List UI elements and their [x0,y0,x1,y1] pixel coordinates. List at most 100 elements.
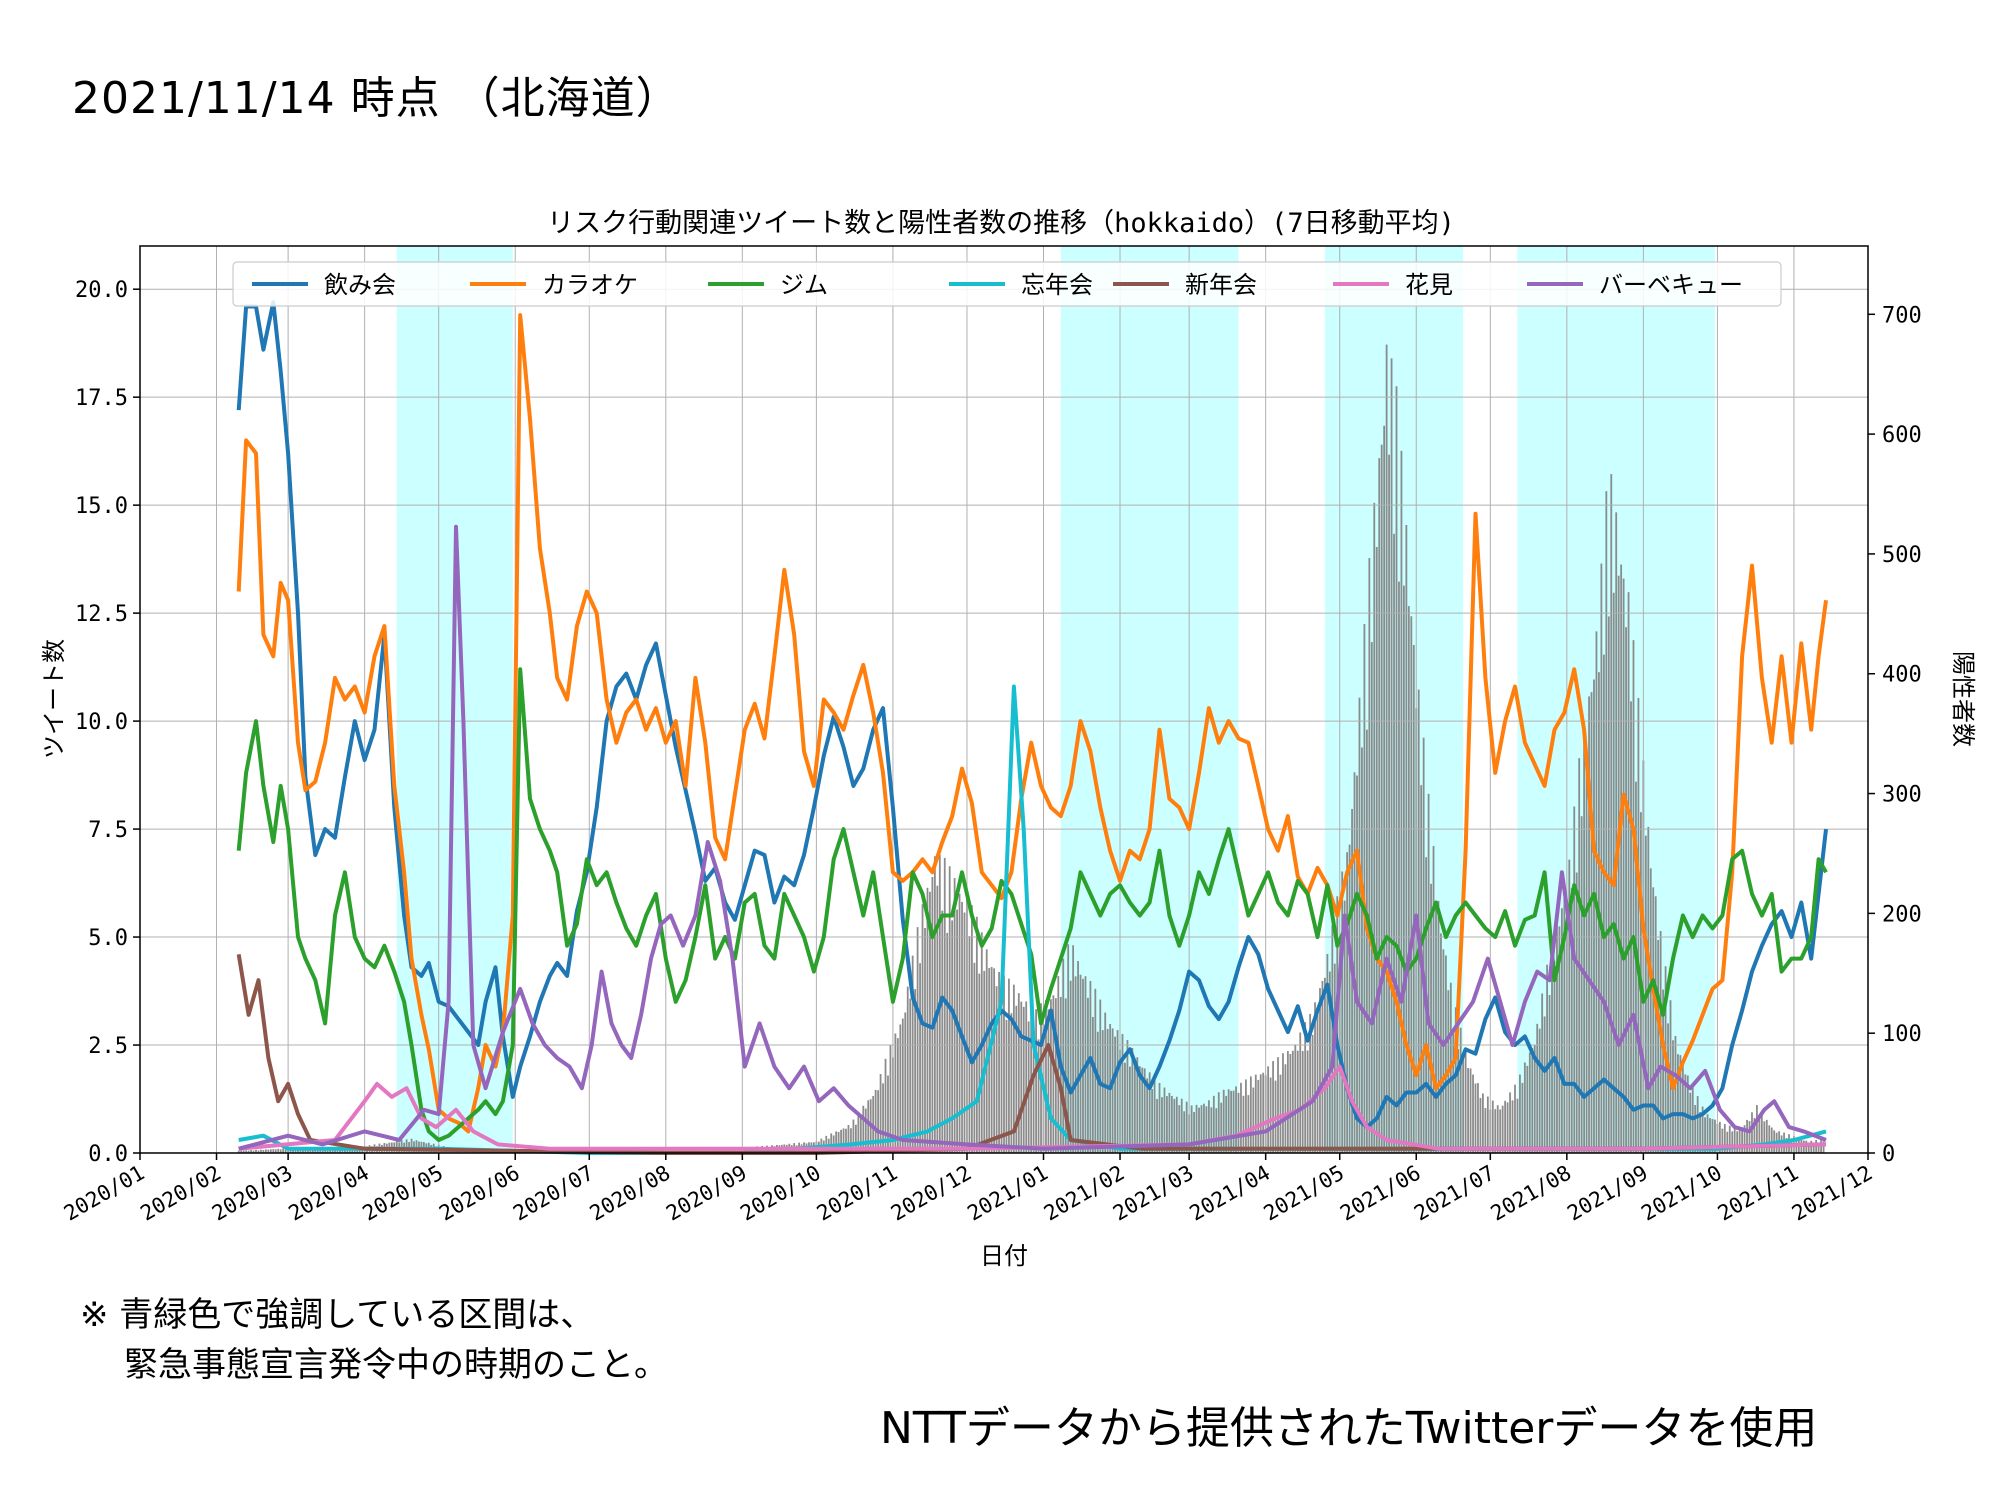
positives-bar [1331,925,1334,1153]
positives-bar [1511,1100,1514,1153]
positives-bar [1227,1089,1230,1153]
positives-bar [1348,844,1351,1153]
positives-bar [1521,1082,1524,1153]
positives-bar [1583,722,1586,1153]
positives-bar [1272,1061,1274,1153]
positives-bar [311,1148,314,1153]
positives-bar [1356,775,1358,1153]
positives-bar [1482,1093,1484,1153]
positives-bar [1536,1023,1539,1153]
legend-box [232,261,1782,307]
positives-bar [1341,871,1344,1153]
positives-bar [1748,1121,1751,1153]
positives-bar [1484,1108,1487,1153]
positives-bar [1232,1090,1235,1153]
positives-bar [1217,1092,1220,1153]
positives-bar [842,1128,845,1153]
positives-bar [963,912,966,1153]
positives-bar [1689,1092,1692,1153]
positives-bar [1294,1044,1297,1153]
positives-bar [1032,1036,1035,1153]
source-credit: NTTデータから提供されたTwitterデータを使用 [880,1403,1818,1454]
y2-tick-label: 700 [1882,303,1922,328]
positives-bar [887,1075,889,1153]
positives-bar [1674,1035,1677,1153]
positives-bar [862,1105,865,1153]
positives-bar [1753,1118,1756,1153]
positives-bar [1133,1065,1136,1153]
positives-bar [1096,1031,1099,1153]
positives-bar [714,1148,717,1153]
positives-bar [1284,1064,1287,1153]
positives-bar [1810,1140,1813,1153]
positives-bar [1526,1065,1529,1153]
positives-bar [1099,999,1102,1153]
positives-bar [926,887,929,1153]
positives-bar [1556,921,1558,1153]
positives-bar [1731,1131,1734,1153]
positives-bar [731,1148,734,1153]
positives-bar [1607,616,1610,1153]
positives-bar [1203,1103,1205,1153]
positives-bar [1037,1039,1040,1153]
positives-bar [983,970,986,1153]
positives-bar [1180,1098,1183,1153]
positives-bar [877,1090,880,1153]
positives-bar [250,1150,252,1153]
positives-bar [1605,491,1608,1153]
positives-bar [1758,1118,1761,1153]
y-axis-label: ツイート数 [40,639,68,759]
positives-bar [1047,1009,1050,1153]
positives-bar [850,1128,852,1153]
positives-bar [1215,1108,1218,1153]
positives-bar [1721,1128,1724,1153]
positives-bar [289,1149,292,1153]
positives-bar [837,1131,840,1153]
positives-bar [906,986,909,1153]
positives-bar [867,1100,870,1153]
positives-bar [978,973,981,1153]
positives-bar [294,1148,297,1153]
x-tick-label: 2021/08 [1487,1161,1576,1226]
x-tick-label: 2020/10 [736,1161,825,1226]
note-line-1: ※ 青緑色で強調している区間は、 [80,1295,595,1335]
positives-bar [1190,1105,1193,1153]
positives-bar [1452,1028,1455,1153]
y2-tick-label: 400 [1882,663,1922,688]
chart: リスク行動関連ツイート数と陽性者数の推移（hokkaido）(7日移動平均) 0… [40,208,1977,1270]
positives-bar [1491,1100,1494,1153]
positives-bar [1212,1095,1215,1153]
positives-bar [1383,425,1386,1153]
positives-bar [1728,1125,1731,1153]
positives-bar [1373,502,1376,1154]
positives-bar [1104,1012,1107,1153]
positives-bar [1237,1092,1240,1153]
positives-bar [1198,1107,1200,1153]
y-tick-label: 2.5 [88,1034,128,1059]
positives-bar [1541,993,1544,1153]
positives-bar [1514,1084,1516,1153]
positives-bar [1301,1050,1304,1153]
positives-bar [1575,872,1578,1153]
positives-bar [1474,1083,1477,1153]
positives-bar [859,1117,862,1153]
positives-bar [1363,624,1366,1153]
positives-bar [1005,1019,1008,1153]
x-tick-label: 2020/06 [435,1161,524,1226]
positives-bar [1116,1030,1119,1153]
positives-bar [1087,997,1089,1153]
positives-bar [1393,533,1395,1153]
positives-bar [1207,1100,1210,1153]
x-tick-label: 2020/05 [359,1161,448,1226]
legend-label: カラオケ [542,271,638,299]
positives-bar [1319,988,1321,1153]
positives-bar [1711,1119,1714,1153]
positives-bar [1696,1096,1699,1153]
positives-bar [1812,1142,1815,1153]
positives-bar [1277,1057,1279,1153]
positives-bar [1136,1057,1139,1153]
positives-bar [1622,578,1625,1153]
positives-bar [864,1108,867,1153]
positives-bar [1615,512,1618,1153]
positives-bar [260,1149,262,1153]
